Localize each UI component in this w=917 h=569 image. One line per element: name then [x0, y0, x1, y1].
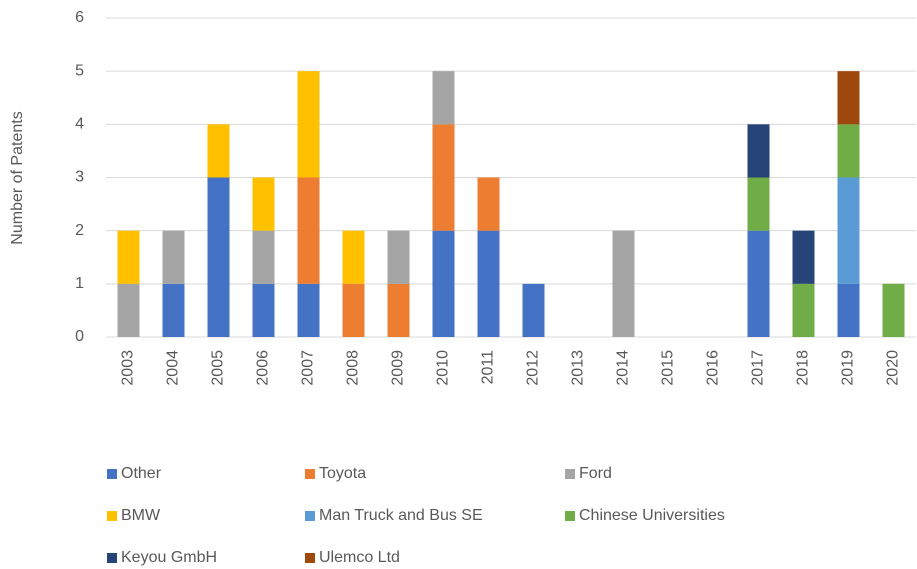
bar-segment	[342, 230, 365, 284]
x-tick-label: 2004	[165, 350, 182, 386]
legend-swatch	[107, 511, 117, 521]
legend-swatch	[107, 553, 117, 563]
bar-segment	[252, 283, 275, 337]
bar-segment	[432, 71, 455, 125]
legend-label: Ford	[579, 465, 612, 482]
bar-segment	[747, 230, 770, 337]
x-tick-label: 2009	[390, 350, 407, 386]
bar-segment	[207, 124, 230, 178]
bar-segment	[747, 177, 770, 231]
bar-segment	[837, 177, 860, 284]
bar-segment	[207, 177, 230, 337]
legend-swatch	[305, 469, 315, 479]
bar-segment	[837, 124, 860, 178]
legend-label: Chinese Universities	[579, 507, 725, 524]
x-tick-label: 2018	[795, 350, 812, 386]
x-tick-label: 2017	[750, 350, 767, 386]
legend-swatch	[107, 469, 117, 479]
x-tick-label: 2012	[525, 350, 542, 386]
legend-swatch	[305, 511, 315, 521]
y-tick-label: 3	[75, 169, 84, 186]
x-tick-label: 2016	[705, 350, 722, 386]
bar-segment	[747, 124, 770, 178]
bar-segment	[252, 230, 275, 284]
legend-swatch	[565, 469, 575, 479]
bar-segment	[387, 283, 410, 337]
bar-segment	[882, 283, 905, 337]
bar-segment	[387, 230, 410, 284]
bar-segment	[297, 177, 320, 284]
y-tick-label: 5	[75, 62, 84, 79]
legend-label: Other	[121, 465, 162, 482]
bar-segment	[792, 230, 815, 284]
x-tick-label: 2006	[255, 350, 272, 386]
y-tick-label: 2	[75, 222, 84, 239]
x-tick-label: 2010	[435, 350, 452, 386]
bar-segment	[522, 283, 545, 337]
bar-segment	[117, 230, 140, 284]
x-tick-label: 2011	[480, 350, 497, 385]
legend-label: Ulemco Ltd	[319, 549, 400, 566]
y-axis-title: Number of Patents	[9, 111, 26, 244]
y-tick-label: 4	[75, 116, 84, 133]
legend-label: Toyota	[319, 465, 366, 482]
bar-segment	[792, 283, 815, 337]
bar-segment	[342, 283, 365, 337]
bar-segment	[837, 71, 860, 125]
legend-label: BMW	[121, 507, 161, 524]
bar-segment	[162, 283, 185, 337]
x-tick-label: 2008	[345, 350, 362, 386]
legend-label: Man Truck and Bus SE	[319, 507, 483, 524]
x-tick-label: 2015	[660, 350, 677, 386]
x-tick-label: 2005	[210, 350, 227, 386]
x-tick-label: 2020	[885, 350, 902, 386]
bar-segment	[477, 230, 500, 337]
legend-label: Keyou GmbH	[121, 549, 217, 566]
bar-segment	[297, 283, 320, 337]
legend-swatch	[565, 511, 575, 521]
bar-segment	[837, 283, 860, 337]
x-tick-label: 2003	[120, 350, 137, 386]
legend-swatch	[305, 553, 315, 563]
bar-segment	[477, 177, 500, 231]
bar-segment	[117, 283, 140, 337]
x-tick-label: 2019	[840, 350, 857, 386]
bar-segment	[432, 124, 455, 231]
x-tick-label: 2014	[615, 350, 632, 386]
x-tick-label: 2007	[300, 350, 317, 386]
x-tick-label: 2013	[570, 350, 587, 386]
bar-segment	[162, 230, 185, 284]
bar-segment	[432, 230, 455, 337]
y-tick-label: 1	[75, 275, 84, 292]
bar-segment	[612, 230, 635, 337]
bar-segment	[297, 71, 320, 178]
y-tick-label: 0	[75, 328, 84, 345]
bar-segment	[252, 177, 275, 231]
y-tick-label: 6	[75, 9, 84, 26]
